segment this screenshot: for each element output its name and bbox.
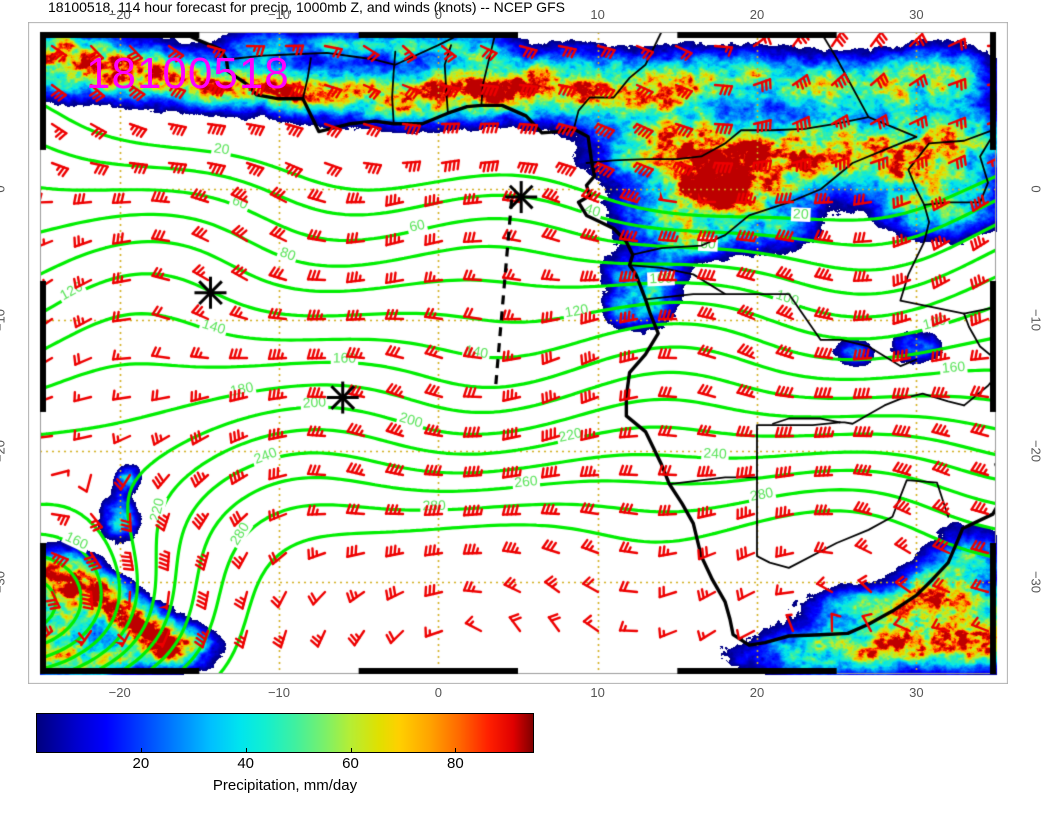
x-axis-tick-bottom-20: 20 [749,685,765,700]
x-axis-tick-top-0: 0 [434,7,442,22]
x-axis-tick-top-10: 10 [590,7,605,22]
colorbar-tick-mark-60 [350,748,352,753]
run-stamp-overlay: 18100518 [86,49,290,98]
y-axis-tick-left--30: −30 [0,571,8,594]
y-axis-tick-right--10: −10 [1028,309,1044,332]
colorbar-tick-mark-20 [140,748,142,753]
colorbar-tick-label-40: 40 [237,755,255,772]
y-axis-tick-left--20: −20 [0,440,8,463]
x-axis-tick-bottom-30: 30 [909,685,924,700]
colorbar-tick-mark-80 [455,748,457,753]
x-axis-tick-bottom--20: −20 [108,685,131,700]
forecast-map-canvas[interactable] [28,22,1008,684]
colorbar-gradient [36,713,534,753]
colorbar-label: Precipitation, mm/day [212,777,358,794]
y-axis-tick-right--30: −30 [1028,571,1044,594]
x-axis-tick-top-20: 20 [749,7,765,22]
colorbar-tick-mark-40 [245,748,247,753]
y-axis-tick-right-0: 0 [1028,185,1044,193]
colorbar-tick-label-20: 20 [132,755,150,772]
page-title: 18100518, 114 hour forecast for precip, … [48,0,565,15]
y-axis-tick-left-0: 0 [0,186,8,193]
x-axis-tick-bottom--10: −10 [267,685,291,700]
map-panel[interactable]: −20 −20 −10 −10 0 0 10 10 20 20 30 30 0 0 −10 −10 −20 −20… [0,7,1044,700]
colorbar[interactable]: 20 40 60 80 [36,713,534,772]
colorbar-tick-label-80: 80 [447,755,464,772]
x-axis-tick-top--10: −10 [267,7,291,22]
x-axis-tick-top-30: 30 [909,7,924,22]
x-axis-tick-bottom-10: 10 [590,685,605,700]
x-axis-tick-top--20: −20 [108,7,131,22]
y-axis-tick-right--20: −20 [1028,440,1044,463]
colorbar-tick-label-60: 60 [342,755,359,772]
y-axis-tick-left--10: −10 [0,309,8,332]
x-axis-tick-bottom-0: 0 [434,685,442,700]
